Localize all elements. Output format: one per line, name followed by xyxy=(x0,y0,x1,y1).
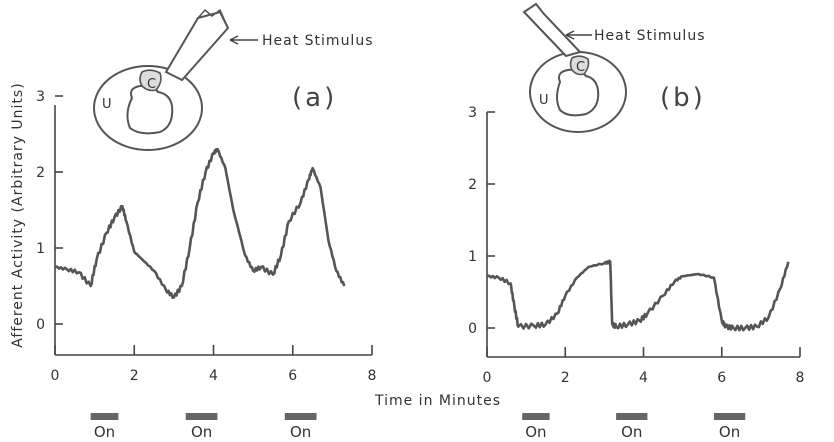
panel-b: U C Heat Stimulus (b) 0 1 2 3 0 2 4 6 8 On On On xyxy=(468,2,804,441)
stimulus-on-label: On xyxy=(719,423,740,441)
stimulus-on-bar xyxy=(616,413,648,420)
x-tick-label: 6 xyxy=(717,370,726,386)
y-tick-label: 3 xyxy=(468,105,477,121)
stimulus-label-b: Heat Stimulus xyxy=(594,28,706,44)
y-tick-label: 2 xyxy=(468,177,477,193)
ticks-a: 0 1 2 3 0 2 4 6 8 xyxy=(36,89,376,384)
region-label-c-a: C xyxy=(147,77,156,92)
heat-probe-a xyxy=(164,10,230,82)
x-tick-label: 4 xyxy=(639,370,648,386)
heat-probe-b xyxy=(522,2,582,58)
region-label-u-b: U xyxy=(539,93,549,108)
stimulus-on-bar xyxy=(90,413,119,420)
afferent-activity-trace-b xyxy=(486,259,790,332)
afferent-activity-trace-a xyxy=(54,147,346,300)
x-tick-label: 4 xyxy=(209,368,218,384)
cross-section-diagram-b: U C xyxy=(522,2,627,133)
panel-a: U C Heat Stimulus (a) 0 1 2 3 0 2 4 6 8 On On On xyxy=(36,8,376,441)
y-tick-label: 0 xyxy=(468,321,477,337)
x-axis-label: Time in Minutes xyxy=(374,393,501,409)
panel-label-a: (a) xyxy=(292,83,337,113)
stimulus-on-label: On xyxy=(94,423,115,441)
stimulus-on-label: On xyxy=(525,423,546,441)
x-tick-label: 2 xyxy=(130,368,139,384)
y-axis-label: Afferent Activity (Arbitrary Units) xyxy=(10,82,26,347)
panel-label-b: (b) xyxy=(660,83,706,113)
x-tick-label: 0 xyxy=(483,370,492,386)
region-label-u-a: U xyxy=(102,97,112,112)
stimulus-on-bar xyxy=(522,413,550,420)
x-tick-label: 2 xyxy=(561,370,570,386)
ticks-b: 0 1 2 3 0 2 4 6 8 xyxy=(468,105,804,386)
stimulus-on-label: On xyxy=(290,423,311,441)
stimulus-on-label: On xyxy=(191,423,212,441)
y-tick-label: 0 xyxy=(36,317,45,333)
stimulus-on-bar xyxy=(284,413,317,420)
x-tick-label: 6 xyxy=(288,368,297,384)
stimulus-on-bar xyxy=(185,413,218,420)
stimulus-on-label: On xyxy=(621,423,642,441)
x-tick-label: 0 xyxy=(51,368,60,384)
x-tick-label: 8 xyxy=(796,370,805,386)
stimulus-label-a: Heat Stimulus xyxy=(262,33,374,49)
x-tick-label: 8 xyxy=(368,368,377,384)
y-tick-label: 1 xyxy=(468,249,477,265)
y-tick-label: 2 xyxy=(36,165,45,181)
cross-section-diagram-a: U C xyxy=(93,8,230,151)
stimulus-on-bars-b: On On On xyxy=(522,413,746,441)
y-tick-label: 1 xyxy=(36,241,45,257)
axes-a xyxy=(54,105,372,356)
y-tick-label: 3 xyxy=(36,89,45,105)
stimulus-on-bar xyxy=(713,413,746,420)
stimulus-on-bars-a: On On On xyxy=(90,413,317,441)
region-label-c-b: C xyxy=(576,60,585,75)
